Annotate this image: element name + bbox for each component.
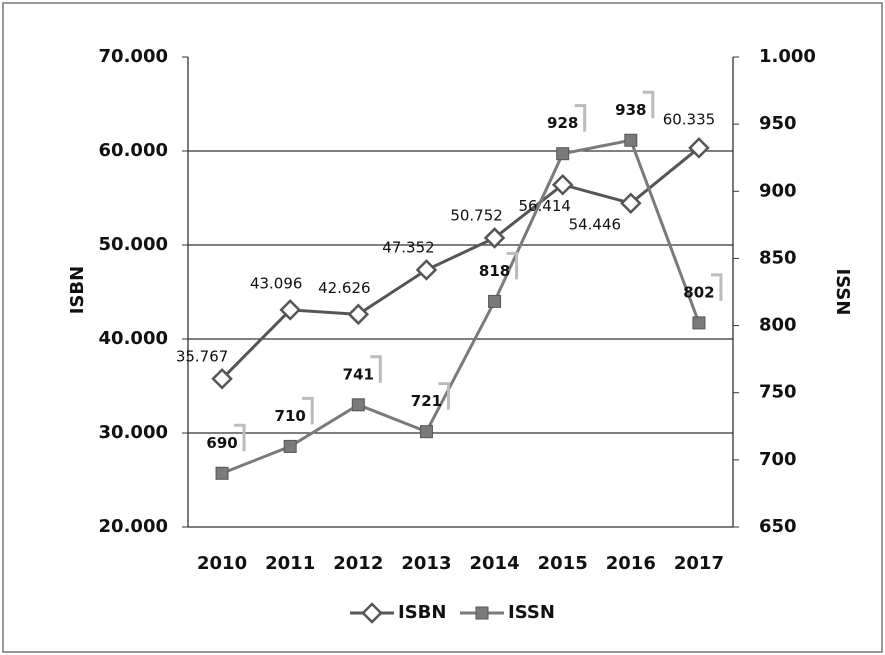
data-label: 42.626: [318, 279, 371, 297]
x-tick-label: 2015: [538, 553, 588, 574]
point: [211, 368, 233, 390]
label-callout: [506, 251, 519, 280]
x-tick-label: 2014: [470, 553, 520, 574]
x-tick-label: 2010: [197, 553, 247, 574]
y-tick-label: 70.000: [99, 46, 168, 67]
data-label: 35.767: [176, 347, 229, 365]
label-callout: [574, 104, 587, 132]
data-label: 721: [411, 392, 442, 410]
data-label: 690: [206, 434, 237, 452]
point: [415, 259, 438, 281]
legend-label: ISBN: [398, 602, 446, 623]
series-line: [221, 138, 701, 475]
data-label: 47.352: [382, 238, 435, 256]
data-label: 50.752: [450, 206, 503, 224]
data-label: 928: [547, 114, 578, 132]
label-callout: [710, 273, 723, 301]
y-tick-label: 30.000: [99, 422, 168, 443]
y2-tick-label: 750: [759, 382, 797, 403]
point: [279, 299, 301, 321]
label-callout: [642, 90, 655, 119]
data-label: 54.446: [569, 216, 622, 234]
x-tick-label: 2012: [333, 553, 383, 574]
y2-tick-label: 850: [759, 247, 797, 268]
series-line: [220, 146, 700, 380]
point: [556, 147, 570, 161]
point: [551, 173, 574, 196]
y-tick-label: 50.000: [99, 234, 168, 255]
y-axis-label: ISBN: [67, 266, 88, 314]
point: [688, 137, 710, 159]
y2-tick-label: 700: [759, 449, 797, 470]
data-label: 741: [343, 365, 374, 383]
point: [620, 192, 642, 214]
y-tick-label: 20.000: [99, 516, 168, 537]
point: [692, 316, 706, 330]
legend-label: ISSN: [508, 602, 555, 623]
data-label: 56.414: [518, 197, 571, 215]
point: [283, 439, 297, 453]
x-tick-label: 2013: [401, 553, 451, 574]
y2-tick-label: 800: [759, 315, 797, 336]
point: [419, 425, 433, 439]
y2-tick-label: 1.000: [759, 46, 816, 67]
point: [483, 227, 506, 249]
y-tick-label: 40.000: [99, 328, 168, 349]
data-label: 60.335: [663, 110, 716, 128]
x-tick-label: 2017: [674, 553, 724, 574]
y2-tick-label: 650: [759, 516, 797, 537]
y2-tick-label: 950: [759, 113, 797, 134]
y2-axis-label: ISSN: [832, 269, 853, 316]
label-callout: [370, 355, 382, 383]
data-label: 802: [683, 283, 714, 301]
data-label: 43.096: [250, 274, 303, 292]
label-callout: [234, 423, 246, 452]
data-label: 710: [275, 407, 306, 425]
y2-tick-label: 900: [759, 180, 797, 201]
label-callout: [302, 396, 314, 425]
point: [215, 466, 229, 480]
label-callout: [438, 382, 450, 410]
data-label: 818: [479, 262, 510, 280]
x-tick-label: 2011: [265, 553, 315, 574]
data-label: 938: [615, 101, 646, 119]
point: [624, 133, 638, 147]
point: [347, 303, 370, 326]
point: [488, 294, 502, 308]
y-tick-label: 60.000: [99, 140, 168, 161]
x-tick-label: 2016: [606, 553, 656, 574]
legend-marker: [475, 606, 489, 620]
point: [351, 398, 365, 412]
legend-marker: [361, 602, 383, 624]
